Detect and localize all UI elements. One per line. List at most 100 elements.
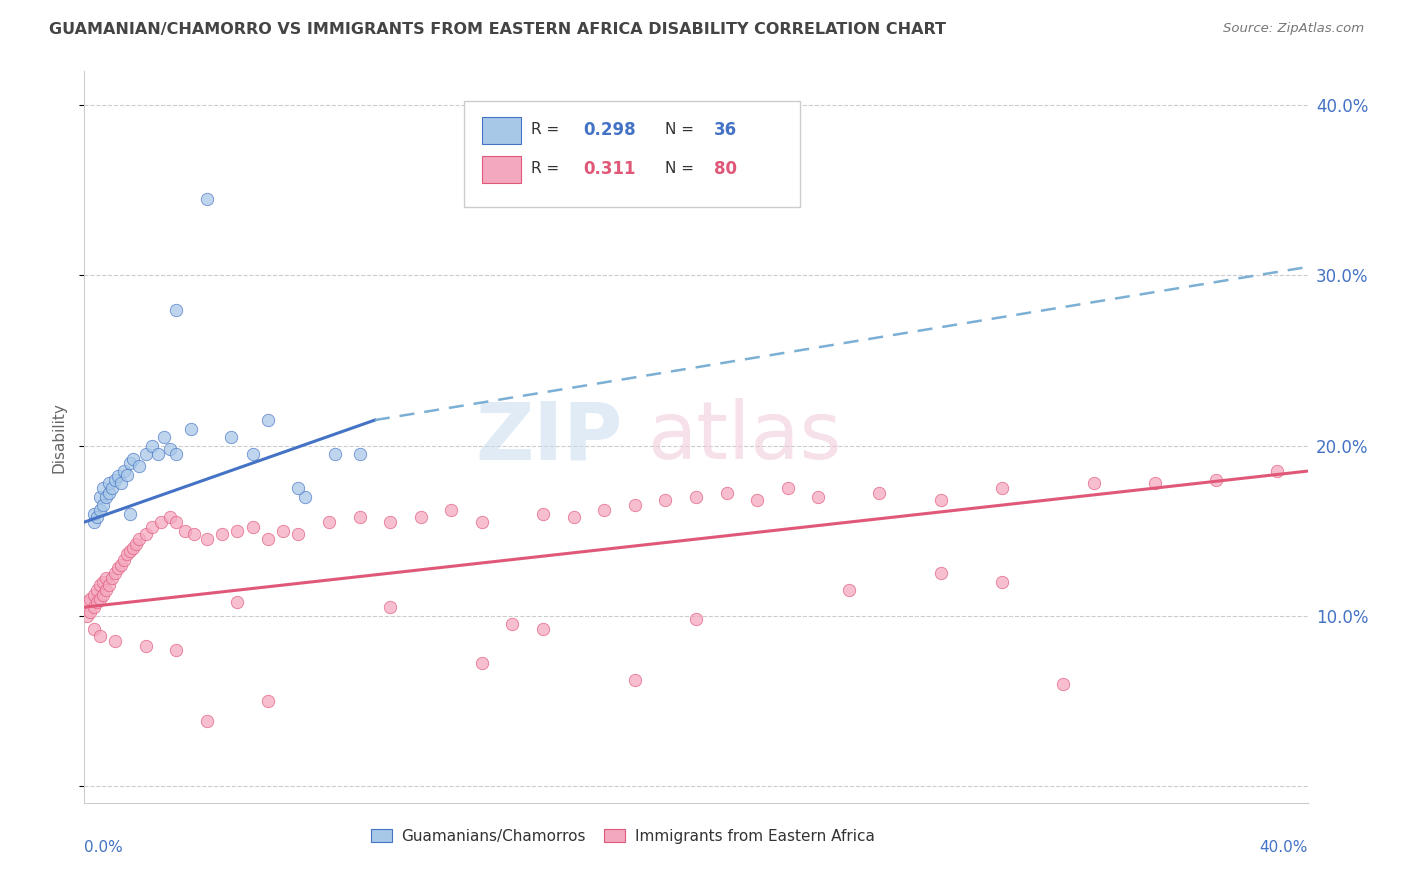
Point	[174, 524, 197, 538]
Point	[654, 493, 676, 508]
Point	[135, 640, 157, 654]
Point	[219, 430, 242, 444]
Point	[242, 520, 264, 534]
Point	[211, 527, 233, 541]
Point	[83, 622, 105, 636]
Text: R =: R =	[531, 161, 560, 176]
Point	[624, 673, 647, 688]
Point	[502, 617, 524, 632]
Point	[991, 481, 1014, 495]
Point	[104, 473, 127, 487]
Point	[89, 591, 111, 606]
FancyBboxPatch shape	[482, 118, 522, 144]
Text: Source: ZipAtlas.com: Source: ZipAtlas.com	[1223, 22, 1364, 36]
Point	[101, 571, 124, 585]
Point	[107, 469, 129, 483]
Text: 80: 80	[714, 160, 737, 178]
Point	[128, 532, 150, 546]
Point	[257, 694, 280, 708]
Point	[257, 532, 280, 546]
Text: N =: N =	[665, 161, 695, 176]
Point	[101, 481, 124, 495]
Point	[165, 302, 187, 317]
Point	[380, 600, 402, 615]
Point	[149, 515, 172, 529]
Point	[195, 532, 218, 546]
Point	[929, 566, 952, 581]
Point	[107, 561, 129, 575]
Point	[141, 439, 163, 453]
Point	[97, 486, 120, 500]
Text: GUAMANIAN/CHAMORRO VS IMMIGRANTS FROM EASTERN AFRICA DISABILITY CORRELATION CHAR: GUAMANIAN/CHAMORRO VS IMMIGRANTS FROM EA…	[49, 22, 946, 37]
Text: 40.0%: 40.0%	[1260, 840, 1308, 855]
Point	[91, 481, 114, 495]
Point	[83, 588, 105, 602]
Point	[83, 600, 105, 615]
Point	[165, 642, 187, 657]
Point	[776, 481, 799, 495]
Point	[104, 566, 127, 581]
Point	[79, 605, 101, 619]
Point	[86, 595, 108, 609]
Point	[380, 515, 402, 529]
Point	[122, 452, 145, 467]
Point	[165, 447, 187, 461]
Point	[1083, 475, 1105, 490]
Point	[91, 574, 114, 589]
Point	[1205, 473, 1227, 487]
Point	[141, 520, 163, 534]
Point	[94, 571, 117, 585]
Point	[120, 507, 142, 521]
Point	[165, 515, 187, 529]
FancyBboxPatch shape	[482, 156, 522, 183]
Point	[91, 498, 114, 512]
Point	[76, 608, 98, 623]
Point	[159, 442, 181, 456]
Point	[97, 475, 120, 490]
Point	[287, 527, 309, 541]
Point	[76, 595, 98, 609]
Point	[1265, 464, 1288, 478]
Point	[716, 486, 738, 500]
Point	[180, 421, 202, 435]
Point	[86, 510, 108, 524]
Point	[97, 578, 120, 592]
Point	[94, 490, 117, 504]
Point	[471, 657, 494, 671]
Point	[89, 490, 111, 504]
Point	[89, 503, 111, 517]
Point	[79, 591, 101, 606]
Point	[195, 192, 218, 206]
Point	[226, 595, 249, 609]
Point	[195, 714, 218, 728]
Point	[89, 629, 111, 643]
Point	[838, 583, 860, 598]
Point	[991, 574, 1014, 589]
Point	[349, 510, 371, 524]
Point	[624, 498, 647, 512]
Point	[125, 537, 148, 551]
Text: atlas: atlas	[647, 398, 841, 476]
Point	[94, 583, 117, 598]
Text: N =: N =	[665, 122, 695, 137]
Point	[562, 510, 585, 524]
Text: 0.298: 0.298	[583, 121, 636, 139]
Text: R =: R =	[531, 122, 560, 137]
Point	[287, 481, 309, 495]
Text: 36: 36	[714, 121, 737, 139]
Point	[323, 447, 346, 461]
Point	[110, 475, 132, 490]
Point	[685, 612, 707, 626]
Point	[91, 588, 114, 602]
Point	[110, 558, 132, 572]
Point	[242, 447, 264, 461]
Point	[83, 507, 105, 521]
Point	[257, 413, 280, 427]
Point	[112, 464, 135, 478]
Point	[349, 447, 371, 461]
Point	[271, 524, 294, 538]
Point	[86, 583, 108, 598]
Y-axis label: Disability: Disability	[51, 401, 66, 473]
Point	[146, 447, 169, 461]
Point	[1052, 677, 1074, 691]
